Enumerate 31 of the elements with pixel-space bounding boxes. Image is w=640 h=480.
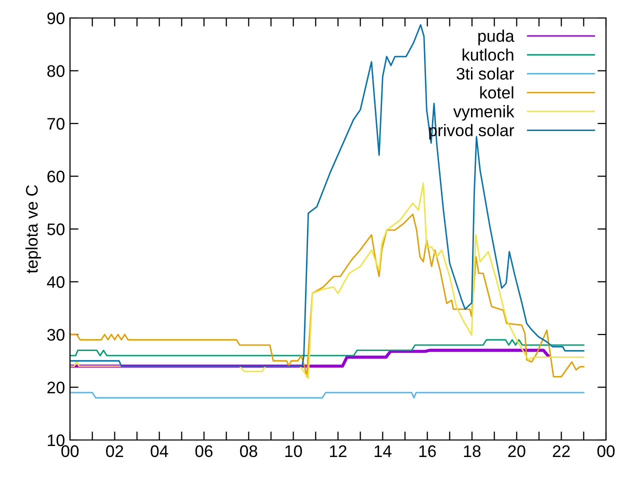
- legend-label: vymenik: [453, 105, 514, 121]
- legend-label: 3ti solar: [456, 67, 514, 80]
- y-tick-label: 70: [47, 118, 64, 130]
- x-tick-label: 10: [285, 445, 302, 458]
- legend-label: puda: [478, 30, 514, 46]
- y-tick-label: 50: [47, 223, 64, 236]
- y-tick-label: 40: [46, 276, 64, 288]
- x-tick-label: 18: [464, 445, 481, 458]
- line-series: [70, 214, 584, 378]
- legend-label: kotel: [480, 86, 514, 99]
- x-tick-label: 08: [240, 445, 258, 458]
- x-tick-label: 12: [330, 445, 346, 457]
- y-tick-label: 60: [47, 170, 64, 182]
- y-tick-label: 80: [47, 65, 64, 77]
- line-series: [70, 24, 584, 367]
- x-tick-label: 04: [150, 445, 168, 458]
- x-tick-label: 14: [374, 445, 392, 457]
- y-tick-label: 10: [48, 434, 64, 446]
- x-tick-label: 02: [106, 445, 124, 458]
- y-tick-label: 90: [47, 12, 64, 24]
- legend-label: kutloch: [462, 48, 514, 61]
- x-tick-label: 06: [195, 445, 213, 458]
- x-tick-label: 16: [419, 445, 436, 458]
- line-series: [70, 339, 584, 356]
- x-tick-label: 20: [508, 445, 526, 458]
- y-axis-title: teplota ve C: [26, 185, 42, 274]
- y-tick-label: 20: [47, 382, 64, 394]
- x-tick-label: 22: [552, 445, 570, 457]
- y-tick-label: 30: [47, 328, 64, 341]
- x-tick-label: 00: [597, 445, 615, 458]
- x-tick-label: 00: [61, 445, 79, 458]
